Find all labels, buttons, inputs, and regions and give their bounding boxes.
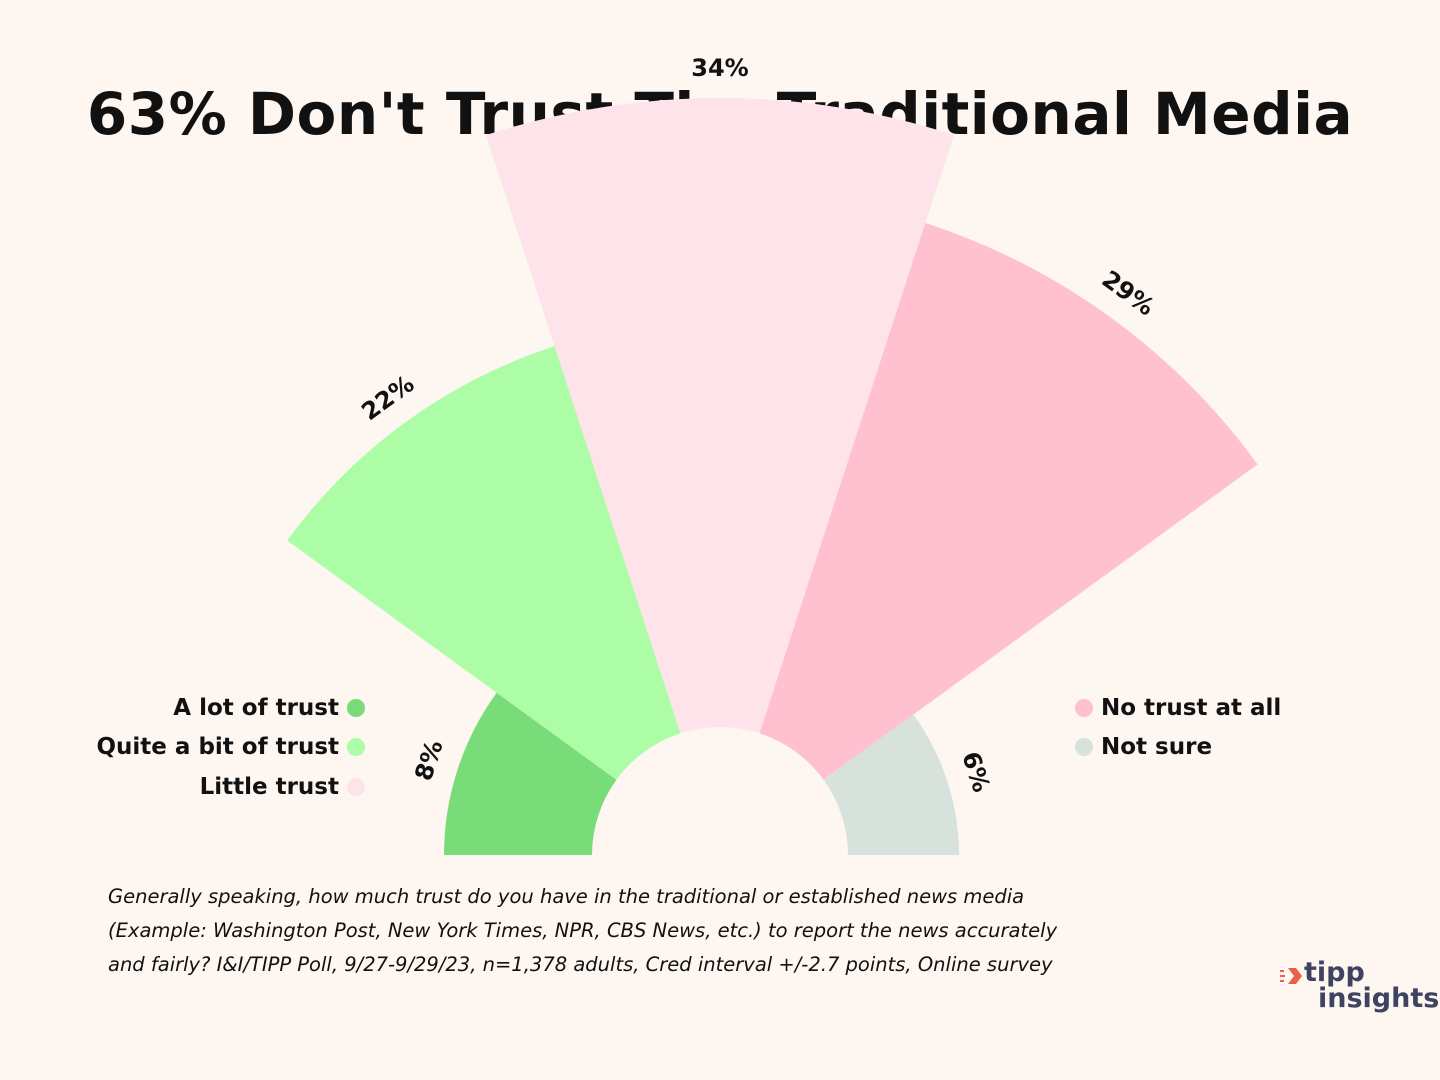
legend-swatch <box>347 698 365 717</box>
data-label-no-trust-at-all: 29% <box>1097 265 1160 321</box>
tipp-insights-logo: tipp insights <box>1278 957 1439 1018</box>
legend-item-little-trust: Little trust <box>97 767 365 807</box>
legend-label: No trust at all <box>1101 694 1282 721</box>
bar-no-trust-at-all <box>759 223 1258 780</box>
legend-left: A lot of trust Quite a bit of trust Litt… <box>96 688 365 807</box>
legend-label: A lot of trust <box>173 694 339 721</box>
legend-item-a-lot-of-trust: A lot of trust <box>97 688 365 728</box>
data-label-little-trust: 34% <box>691 54 748 82</box>
legend-right: No trust at all Not sure <box>1075 688 1281 767</box>
footnote-line: and fairly? I&I/TIPP Poll, 9/27-9/29/23,… <box>108 953 1053 976</box>
footnote-line: (Example: Washington Post, New York Time… <box>108 919 1058 942</box>
logo-word-insights: insights <box>1318 983 1440 1014</box>
legend-swatch <box>1075 738 1093 757</box>
data-label-not-sure: 6% <box>956 748 995 795</box>
legend-item-no-trust-at-all: No trust at all <box>1075 688 1281 728</box>
legend-label: Not sure <box>1101 734 1213 761</box>
legend-item-not-sure: Not sure <box>1075 728 1281 768</box>
bar-quite-a-bit-of-trust <box>287 346 681 780</box>
bar-little-trust <box>486 97 954 734</box>
legend-item-quite-a-bit-of-trust: Quite a bit of trust <box>96 728 365 768</box>
data-label-quite-a-bit-of-trust: 22% <box>356 370 419 426</box>
logo-arrow-icon <box>1280 968 1302 984</box>
bar-a-lot-of-trust <box>444 692 617 855</box>
logo-word-tipp: tipp <box>1304 957 1365 988</box>
survey-footnote: Generally speaking, how much trust do yo… <box>108 880 1088 982</box>
legend-label: Quite a bit of trust <box>96 734 340 761</box>
legend-swatch <box>347 738 365 757</box>
data-label-a-lot-of-trust: 8% <box>409 737 448 784</box>
legend-swatch <box>347 777 365 796</box>
legend-label: Little trust <box>199 773 339 800</box>
bars-group <box>287 97 1258 855</box>
legend-swatch <box>1075 698 1093 717</box>
bar-not-sure <box>823 714 959 855</box>
footnote-line: Generally speaking, how much trust do yo… <box>108 885 1025 908</box>
